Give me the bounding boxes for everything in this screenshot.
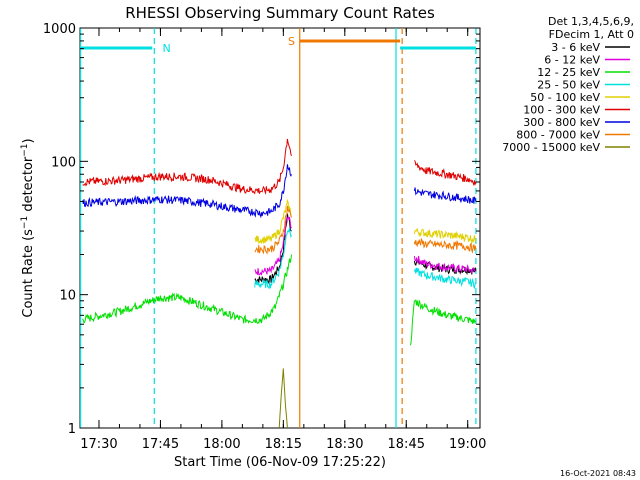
series-line-7-seg-3: [254, 205, 292, 255]
series-line-8-seg-0: [278, 368, 288, 429]
x-tick-label: 18:30: [326, 437, 363, 452]
x-tick-label: 17:30: [80, 437, 117, 452]
legend-item-label: 6 - 12 keV: [544, 54, 600, 67]
y-axis-ticks: 1 10 100 1000: [43, 22, 480, 437]
night-label: N: [162, 42, 170, 55]
series-line-3-seg-4: [413, 267, 477, 290]
orbit-annotations: NS: [79, 28, 477, 428]
legend-item-label: 800 - 7000 keV: [516, 129, 600, 142]
legend-item-label: 25 - 50 keV: [537, 79, 600, 92]
series-line-1-seg-4: [413, 255, 477, 274]
y-axis-label-mid: detector: [21, 156, 36, 216]
saa-label: S: [288, 35, 295, 48]
x-axis-label: Start Time (06-Nov-09 17:25:22): [174, 455, 386, 470]
x-tick-label: 18:15: [265, 437, 302, 452]
y-axis-label: Count Rate (s−1 detector−1): [20, 138, 36, 317]
legend-header-1: Det 1,3,4,5,6,9,: [548, 15, 634, 28]
y-axis-label-main: Count Rate (s: [21, 229, 36, 318]
series-line-2-seg-0: [82, 254, 292, 324]
x-tick-label: 18:00: [203, 437, 240, 452]
series-line-5-seg-1: [414, 160, 477, 186]
legend-item-label: 12 - 25 keV: [537, 66, 600, 79]
series-line-6-seg-1: [413, 187, 477, 204]
legend-header-2: FDecim 1, Att 0: [549, 28, 634, 41]
series-line-4-seg-3: [254, 198, 292, 245]
series-line-2-seg-1: [409, 298, 477, 346]
timestamp: 16-Oct-2021 08:43: [560, 469, 636, 478]
x-tick-label: 19:00: [449, 437, 486, 452]
legend-item-label: 3 - 6 keV: [551, 41, 600, 54]
y-axis-label-sup2: −1: [20, 143, 30, 156]
x-axis-ticks: 17:30 17:45 18:00 18:15 18:30 18:45 19:00: [80, 28, 486, 452]
y-tick-label: 100: [51, 155, 76, 170]
legend-item-label: 300 - 800 keV: [523, 116, 600, 129]
series-line-1-seg-3: [254, 216, 292, 276]
legend-item-label: 50 - 100 keV: [530, 91, 600, 104]
y-tick-label: 1: [68, 422, 76, 437]
y-tick-label: 1000: [43, 22, 76, 37]
chart-title: RHESSI Observing Summary Count Rates: [125, 4, 435, 22]
y-tick-label: 10: [59, 289, 76, 304]
series-line-3-seg-3: [254, 227, 292, 290]
y-axis-label-end: ): [21, 138, 36, 143]
x-tick-label: 18:45: [388, 437, 425, 452]
plot-frame: [79, 27, 481, 429]
series-line-7-seg-4: [413, 237, 477, 254]
series-line-4-seg-4: [413, 228, 477, 245]
x-tick-label: 17:45: [142, 437, 179, 452]
series-line-5-seg-0: [82, 138, 292, 196]
y-axis-label-sup1: −1: [20, 216, 30, 229]
series-layer: [82, 138, 477, 429]
legend-item-label: 7000 - 15000 keV: [502, 141, 600, 154]
series-line-6-seg-0: [82, 164, 292, 219]
legend-item-label: 100 - 300 keV: [523, 104, 600, 117]
legend: Det 1,3,4,5,6,9, FDecim 1, Att 0 3 - 6 k…: [502, 15, 634, 154]
